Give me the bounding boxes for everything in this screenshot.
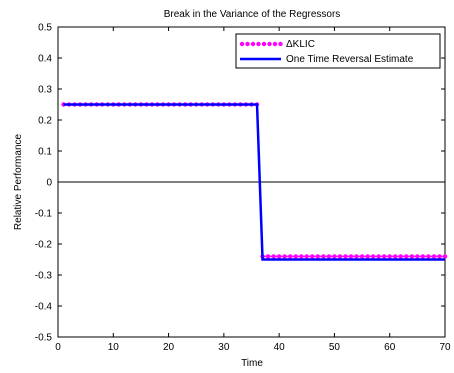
klic-point	[304, 254, 309, 259]
y-tick-label: -0.3	[35, 271, 53, 282]
legend-sample-dot	[256, 41, 261, 47]
y-tick-label: -0.1	[35, 209, 53, 220]
y-tick-label: 0.5	[38, 23, 52, 34]
legend: ΔKLIC One Time Reversal Estimate	[235, 33, 441, 69]
x-tick-label: 50	[329, 342, 341, 353]
legend-label-reversal: One Time Reversal Estimate	[286, 54, 414, 65]
klic-point	[282, 254, 287, 259]
klic-point	[343, 254, 348, 259]
y-axis-label: Relative Performance	[13, 133, 24, 230]
klic-point	[381, 254, 387, 259]
klic-point	[293, 254, 298, 259]
klic-point	[437, 254, 442, 259]
x-tick-label: 0	[55, 342, 61, 353]
legend-sample-dot	[272, 41, 278, 47]
series-line-reversal	[63, 103, 445, 261]
legend-sample-dot	[261, 41, 267, 47]
legend-box	[235, 33, 441, 69]
klic-point	[420, 254, 426, 259]
x-tick-label: 30	[218, 342, 230, 353]
y-tick-label: 0.3	[38, 85, 52, 96]
y-tick-label: 0.1	[38, 147, 52, 158]
y-tick-label: -0.2	[35, 240, 53, 251]
x-tick-label: 60	[384, 342, 396, 353]
klic-point	[415, 254, 420, 259]
klic-point	[337, 254, 343, 259]
klic-point	[359, 254, 365, 259]
legend-sample-dot	[250, 41, 256, 47]
klic-point	[299, 254, 304, 259]
x-tick-label: 10	[108, 342, 120, 353]
klic-point	[332, 254, 337, 259]
klic-point	[265, 254, 271, 259]
klic-point	[370, 254, 376, 259]
y-tick-label: 0.2	[38, 116, 52, 127]
y-tick-label: -0.5	[35, 333, 53, 344]
klic-point	[315, 254, 321, 259]
klic-point	[271, 254, 276, 259]
chart-title: Break in the Variance of the Regressors	[164, 9, 341, 20]
klic-point	[398, 254, 403, 259]
x-tick-label: 40	[274, 342, 286, 353]
klic-point	[442, 254, 448, 259]
legend-label-klic: ΔKLIC	[286, 39, 315, 50]
x-axis-label: Time	[241, 358, 263, 369]
klic-point	[431, 254, 437, 259]
klic-point	[365, 254, 370, 259]
y-tick-label: 0	[46, 178, 52, 189]
legend-sample-dot	[239, 41, 245, 47]
klic-point	[326, 254, 332, 259]
klic-point	[321, 254, 326, 259]
klic-point	[409, 254, 415, 259]
klic-point	[426, 254, 431, 259]
y-tick-label: 0.4	[38, 54, 52, 65]
klic-point	[276, 254, 282, 259]
legend-sample-dot	[245, 41, 250, 47]
klic-point	[288, 254, 293, 259]
klic-point	[310, 254, 315, 259]
y-tick-label: -0.4	[35, 302, 53, 313]
x-tick-label: 20	[163, 342, 175, 353]
legend-sample-dot	[267, 41, 272, 47]
klic-point	[404, 254, 409, 259]
x-tick-label: 70	[439, 342, 451, 353]
klic-point	[376, 254, 381, 259]
klic-point	[393, 254, 398, 259]
klic-point	[348, 254, 354, 259]
klic-point	[387, 254, 392, 259]
legend-sample-dot	[278, 41, 283, 47]
klic-point	[354, 254, 359, 259]
